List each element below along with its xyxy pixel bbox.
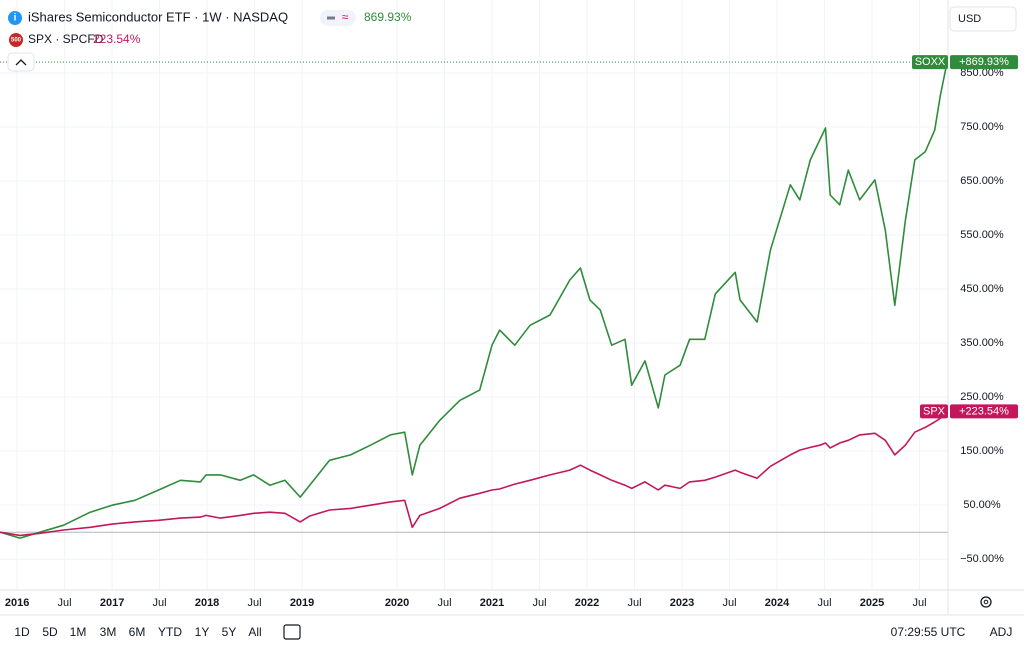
x-tick-label: 2016 xyxy=(5,597,29,609)
collapse-button[interactable] xyxy=(7,52,35,72)
collapse-icon xyxy=(15,59,27,66)
x-tick-label: 2018 xyxy=(195,597,219,609)
series-tag-bg xyxy=(912,55,948,70)
x-tick-label: Jul xyxy=(912,597,926,609)
symbol-badge: 500 xyxy=(11,38,22,44)
last-value-label-bg xyxy=(950,55,1018,70)
series-tag: SOXX xyxy=(915,56,946,68)
y-tick-label: 550.00% xyxy=(960,229,1004,241)
series-line xyxy=(0,410,948,537)
legend-toggle[interactable] xyxy=(320,10,356,26)
range-button[interactable]: YTD xyxy=(158,625,182,639)
legend-toggle-icon: ≈ xyxy=(342,10,349,24)
series-tag-bg xyxy=(920,404,948,419)
last-value-label: +223.54% xyxy=(959,405,1009,417)
series-line xyxy=(0,62,948,539)
range-button[interactable]: 6M xyxy=(129,625,146,639)
range-button[interactable]: 1Y xyxy=(195,625,210,639)
x-tick-label: 2020 xyxy=(385,597,409,609)
last-value-label: +869.93% xyxy=(959,56,1009,68)
legend-value: 223.54% xyxy=(93,32,141,46)
series-tag: SPX xyxy=(923,405,946,417)
symbol-icon xyxy=(9,33,23,47)
y-tick-label: 150.00% xyxy=(960,445,1004,457)
x-tick-label: 2019 xyxy=(290,597,314,609)
x-tick-label: 2022 xyxy=(575,597,599,609)
y-tick-label: 350.00% xyxy=(960,337,1004,349)
y-tick-label: 250.00% xyxy=(960,391,1004,403)
currency-button[interactable] xyxy=(949,6,1017,32)
x-tick-label: Jul xyxy=(722,597,736,609)
x-tick-label: Jul xyxy=(248,597,262,609)
legend-name: SPX · SPCFD xyxy=(28,32,104,46)
range-button[interactable]: 5D xyxy=(42,625,58,639)
last-value-label-bg xyxy=(950,404,1018,419)
y-tick-label: 650.00% xyxy=(960,175,1004,187)
range-button[interactable]: 1D xyxy=(14,625,30,639)
x-tick-label: Jul xyxy=(817,597,831,609)
symbol-icon xyxy=(8,11,22,25)
y-tick-label: −50.00% xyxy=(960,553,1004,565)
x-tick-label: Jul xyxy=(628,597,642,609)
currency: USD xyxy=(958,13,981,25)
settings-icon xyxy=(983,599,989,605)
clock: 07:29:55 UTC xyxy=(891,625,966,639)
legend-name: iShares Semiconductor ETF · 1W · NASDAQ xyxy=(28,9,288,24)
range-button[interactable]: All xyxy=(248,625,261,639)
x-tick-label: Jul xyxy=(533,597,547,609)
x-tick-label: Jul xyxy=(153,597,167,609)
range-button[interactable]: 3M xyxy=(100,625,117,639)
x-tick-label: 2024 xyxy=(765,597,790,609)
y-tick-label: 750.00% xyxy=(960,121,1004,133)
x-tick-label: 2023 xyxy=(670,597,694,609)
x-tick-label: Jul xyxy=(438,597,452,609)
range-button[interactable]: 5Y xyxy=(222,625,237,639)
range-button[interactable]: 1M xyxy=(70,625,87,639)
settings-button[interactable] xyxy=(980,596,992,608)
adjust-button[interactable]: ADJ xyxy=(990,625,1013,639)
x-tick-label: 2025 xyxy=(860,597,884,609)
y-tick-label: 50.00% xyxy=(963,499,1001,511)
x-tick-label: Jul xyxy=(58,597,72,609)
date-range-button[interactable] xyxy=(283,624,301,640)
x-tick-label: 2017 xyxy=(100,597,124,609)
symbol-icon-glyph: i xyxy=(14,13,17,24)
x-tick-label: 2021 xyxy=(480,597,504,609)
y-tick-label: 850.00% xyxy=(960,67,1004,79)
legend-value: 869.93% xyxy=(364,10,412,24)
y-tick-label: 450.00% xyxy=(960,283,1004,295)
